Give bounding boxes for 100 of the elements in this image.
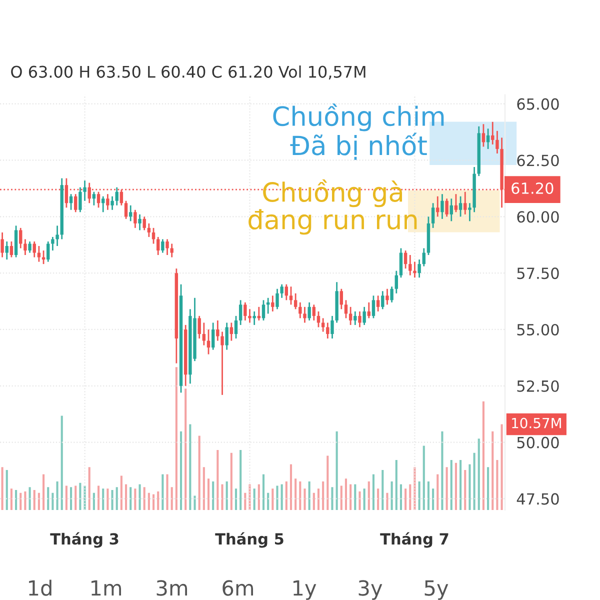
candlestick [321, 318, 325, 332]
bar [20, 492, 22, 510]
candlestick [115, 186, 118, 206]
candlestick [468, 202, 472, 222]
bar [331, 487, 334, 510]
bar [400, 484, 402, 510]
bar [230, 452, 232, 510]
bar [120, 476, 122, 510]
bar [350, 484, 352, 510]
candlestick [454, 193, 458, 213]
candlestick [152, 227, 156, 244]
bar [157, 491, 160, 510]
candlestick [298, 302, 302, 319]
bar [487, 467, 490, 510]
text: 1m [92, 580, 122, 596]
bar [280, 484, 283, 510]
bar [212, 481, 214, 510]
candlestick [142, 216, 146, 231]
bar [216, 450, 219, 510]
bar [354, 484, 356, 510]
candlestick [340, 288, 344, 310]
bar [24, 491, 26, 510]
bar [422, 446, 425, 510]
bar [317, 488, 320, 510]
candlestick [202, 322, 206, 346]
bar [202, 467, 205, 510]
bar [52, 492, 54, 510]
candlestick [344, 299, 348, 319]
candlestick [289, 286, 293, 306]
candlestick [330, 315, 334, 340]
bar [450, 460, 452, 510]
bar [460, 460, 462, 510]
text: 6m [222, 580, 254, 596]
y-tick-label: 60.00 [517, 211, 559, 223]
bar [194, 496, 196, 510]
annotation: Chuồng chim Đã bị nhốt [273, 103, 444, 160]
bar [60, 416, 63, 510]
text: 3y [358, 580, 382, 600]
y-tick-label: 57.50 [517, 268, 559, 280]
candlestick [24, 238, 27, 256]
bar [377, 488, 380, 510]
candlestick [74, 193, 78, 213]
candlestick [110, 196, 114, 211]
candlestick [422, 248, 426, 267]
candlestick [198, 315, 201, 340]
bar [427, 481, 430, 510]
bar [482, 401, 484, 510]
candlestick [486, 128, 490, 150]
candlestick [436, 196, 440, 218]
bar [152, 494, 155, 510]
bar [414, 467, 416, 510]
candlestick [362, 306, 366, 326]
bar [79, 482, 82, 510]
bar [304, 488, 306, 510]
candlestick [303, 306, 306, 324]
bar [290, 464, 292, 510]
candlestick [450, 198, 453, 222]
candlestick [381, 290, 384, 310]
candlestick [0, 232, 4, 258]
bar [42, 474, 45, 510]
text: 1d [29, 580, 52, 596]
candlestick [220, 331, 224, 396]
bar [116, 487, 118, 510]
candlestick [69, 193, 73, 211]
bar [294, 478, 297, 510]
candlestick [216, 320, 220, 342]
bar [166, 474, 168, 510]
candlestick [284, 284, 288, 301]
y-tick-label: 62.50 [517, 154, 559, 166]
candlestick [386, 288, 389, 306]
candlestick [166, 238, 169, 256]
bar [84, 486, 86, 510]
bar [226, 481, 228, 510]
candlestick [354, 310, 357, 326]
bar [15, 490, 18, 510]
bar [56, 481, 58, 510]
candlestick [83, 180, 86, 202]
candlestick [294, 292, 298, 310]
y-tick-label: 50.00 [517, 436, 559, 448]
bar [106, 488, 109, 510]
candlestick [418, 258, 421, 278]
candlestick [262, 299, 266, 322]
y-tick-label: 55.00 [517, 324, 559, 336]
candlestick [280, 284, 284, 299]
bar [478, 438, 480, 510]
candlestick [244, 302, 247, 322]
candlestick [482, 123, 486, 148]
bar [500, 424, 503, 510]
candlestick [276, 288, 279, 310]
x-tick-label: Tháng 7 [380, 532, 448, 548]
bar [441, 431, 444, 510]
bar [363, 488, 366, 510]
bar [74, 486, 77, 510]
bar [432, 488, 434, 510]
bar [198, 436, 200, 510]
candlestick [92, 191, 96, 206]
bar [372, 474, 375, 510]
y-tick-label: 65.00 [517, 98, 559, 110]
bar [28, 487, 31, 510]
candlestick [124, 200, 128, 220]
